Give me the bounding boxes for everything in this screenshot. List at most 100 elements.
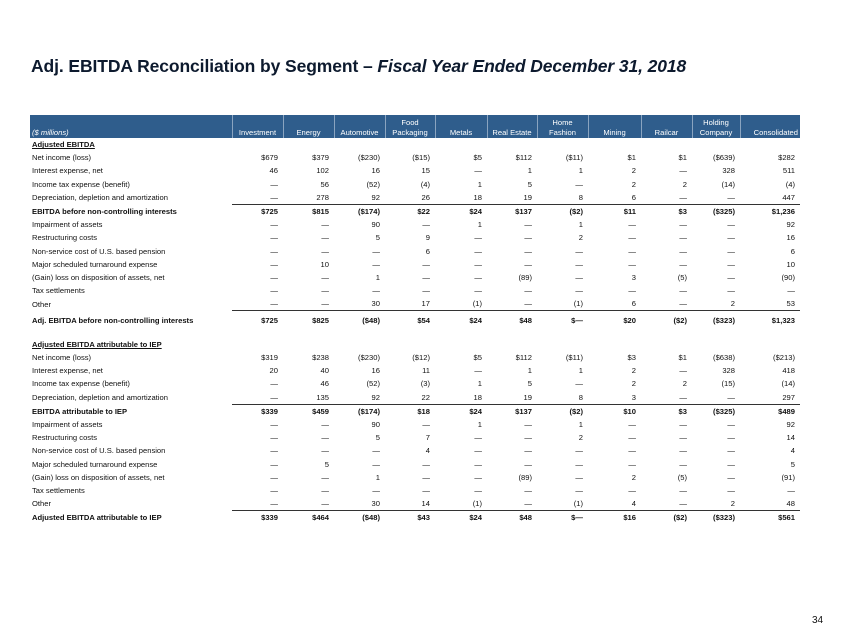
cell-value: — [524,459,532,469]
section-header-row: Adjusted EBITDA attributable to IEP [30,338,800,351]
cell-value: 6 [588,297,641,312]
ebitda-reconciliation-table: ($ millions) Investment Energy Automotive F… [30,115,800,524]
cell-value: 4 [588,497,641,512]
cell-value: (15) [721,379,735,389]
cell-value: 11 [422,366,430,376]
cell-value: — [727,459,735,469]
cell-value: 1 [578,420,583,430]
cell-value: — [474,166,482,176]
cell-value: — [487,497,537,512]
cell-value: — [321,420,329,430]
row-label: Income tax expense (benefit) [32,379,130,389]
cell-value: 2 [578,233,583,243]
cell-value: $137 [515,207,532,217]
cell-value [692,325,740,338]
row-label: Income tax expense (benefit) [32,179,130,189]
cell-value: — [422,420,430,430]
cell-value: — [575,179,583,189]
cell-value: $24 [469,513,482,523]
table-row: Impairment of assets — — 90 — 1 — 1 — — — 92 [30,218,800,231]
table-header-row: ($ millions) Investment Energy Automotive F… [30,115,800,138]
cell-value: — [787,485,795,495]
cell-value: — [679,166,687,176]
cell-value: — [270,420,278,430]
row-label: Adj. EBITDA before non-controlling inter… [32,315,194,325]
cell-value: (90) [781,272,795,282]
cell-value: $3 [678,406,687,416]
cell-value: 14 [385,497,435,512]
cell-value: — [270,246,278,256]
cell-value [537,138,588,151]
column-header: Railcar [640,115,692,138]
row-label: Adjusted EBITDA attributable to IEP [32,513,162,523]
cell-value: (89) [518,472,532,482]
table-row: Income tax expense (benefit) — 56 (52) (4) 1 5… [30,178,800,191]
cell-value: $18 [417,406,430,416]
cell-value: — [372,485,380,495]
cell-value: 135 [283,390,334,405]
cell-value: — [575,485,583,495]
cell-value: ($174) [358,207,380,217]
cell-value [435,338,487,351]
table-row: EBITDA attributable to IEP $339 $459 ($174)… [30,404,800,418]
cell-value: $1 [678,153,687,163]
cell-value: $825 [312,315,329,325]
cell-value: — [474,272,482,282]
cell-value: ($325) [713,207,735,217]
cell-value: 9 [425,233,430,243]
cell-value: — [679,420,687,430]
cell-value: 17 [385,297,435,312]
column-header: Automotive [333,115,385,138]
cell-value: ($15) [412,153,430,163]
cell-value: (1) [435,497,487,512]
cell-value [588,138,641,151]
cell-value [487,138,537,151]
row-label: Adjusted EBITDA attributable to IEP [32,339,162,349]
cell-value: — [727,433,735,443]
cell-value: ($323) [713,315,735,325]
cell-value: $339 [261,406,278,416]
cell-value: — [474,433,482,443]
cell-value: 14 [786,433,795,443]
cell-value: — [524,485,532,495]
row-label: Tax settlements [32,286,85,296]
table-row: (Gain) loss on disposition of assets, ne… [30,271,800,284]
cell-value [487,338,537,351]
cell-value: ($638) [713,353,735,363]
cell-value: $11 [623,207,636,217]
cell-value: (5) [677,272,687,282]
table-row: Other — —30 17 (1) — (1) 6—2 53 [30,297,800,312]
cell-value: — [679,459,687,469]
cell-value: — [628,259,636,269]
cell-value: $22 [417,207,430,217]
cell-value: — [474,259,482,269]
cell-value: ($11) [565,153,583,163]
cell-value: (14) [721,179,735,189]
cell-value: 8 [537,390,588,405]
cell-value: 18 [435,390,487,405]
cell-value: — [283,497,334,512]
cell-value: — [422,259,430,269]
cell-value: 2 [631,179,636,189]
cell-value: ($48) [362,315,380,325]
cell-value: ($323) [713,513,735,523]
cell-value: ($174) [358,406,380,416]
column-header: Metals [434,115,487,138]
table-row: (Gain) loss on disposition of assets, ne… [30,471,800,484]
cell-value: — [270,179,278,189]
cell-value: — [474,233,482,243]
cell-value: — [270,459,278,469]
cell-value: — [727,485,735,495]
cell-value: — [422,485,430,495]
cell-value: 511 [782,166,795,176]
cell-value: 2 [631,472,636,482]
cell-value: — [422,272,430,282]
cell-value: — [321,286,329,296]
section-header-row: Adjusted EBITDA [30,138,800,151]
cell-value: — [422,286,430,296]
cell-value: 102 [316,166,329,176]
cell-value: (4) [420,179,430,189]
cell-value: 6 [425,246,430,256]
cell-value [588,325,641,338]
row-label: Net income (loss) [32,153,92,163]
